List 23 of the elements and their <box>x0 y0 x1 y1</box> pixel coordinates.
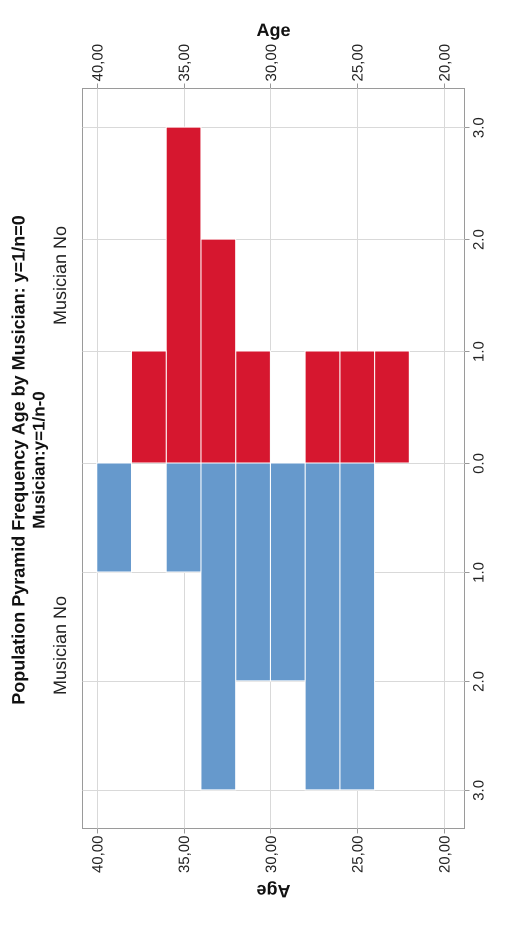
x-tick-label: 40,00 <box>89 44 106 82</box>
text: Musician No <box>50 596 70 696</box>
x-tick-label: 35,00 <box>176 44 194 82</box>
y-tick-label: 2.0 <box>470 670 488 692</box>
text: Musician No <box>50 226 70 326</box>
x-tick-label: 20,00 <box>436 836 454 874</box>
x-tick-label: 35,00 <box>176 836 194 874</box>
y-tick-label: 3.0 <box>470 780 488 801</box>
text: Musician:y=1/n-0 <box>30 391 48 529</box>
y-tick-label: 3.0 <box>470 117 488 138</box>
x-axis-title: Age <box>256 881 291 902</box>
x-tick-label: 40,00 <box>89 836 106 874</box>
y-tick-label: 0.0 <box>470 453 488 474</box>
x-tick-label: 20,00 <box>436 44 454 82</box>
text: Population Pyramid Frequency Age by Musician: y=1/n=0 <box>8 215 28 705</box>
x-axis-title: Age <box>256 20 291 40</box>
x-tick-label: 30,00 <box>262 836 280 874</box>
y-tick-label: 1.0 <box>470 562 488 583</box>
x-tick-label: 25,00 <box>350 836 367 874</box>
y-tick-label: 1.0 <box>470 341 488 362</box>
x-tick-label: 30,00 <box>262 44 280 82</box>
y-tick-label: 2.0 <box>470 229 488 250</box>
x-tick-label: 25,00 <box>350 44 367 82</box>
